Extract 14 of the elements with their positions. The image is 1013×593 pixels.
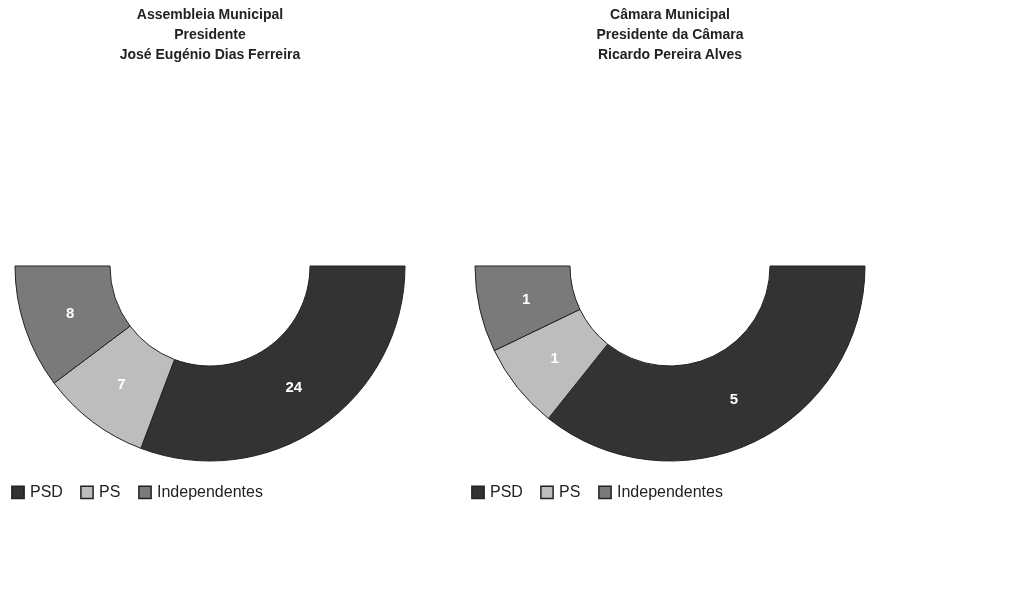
data-label: 5 [729,389,739,407]
data-label: 1 [522,289,531,307]
data-label: 7 [117,374,126,392]
legend-label: PSD [490,483,523,501]
data-label: 1 [550,348,559,366]
data-label: 24 [285,378,303,396]
legend-label: Independentes [157,483,263,501]
data-label: 8 [65,303,75,321]
chart-title: Câmara Municipal Presidente da Câmara Ricardo Pereira Alves [596,6,744,62]
legend-label: PSD [30,483,63,501]
legend-label: PS [559,483,581,501]
chart-title: Assembleia Municipal Presidente José Eugénio Dias Ferreira [119,6,301,62]
legend-label: Independentes [617,483,723,501]
legend-label: PS [99,483,121,501]
